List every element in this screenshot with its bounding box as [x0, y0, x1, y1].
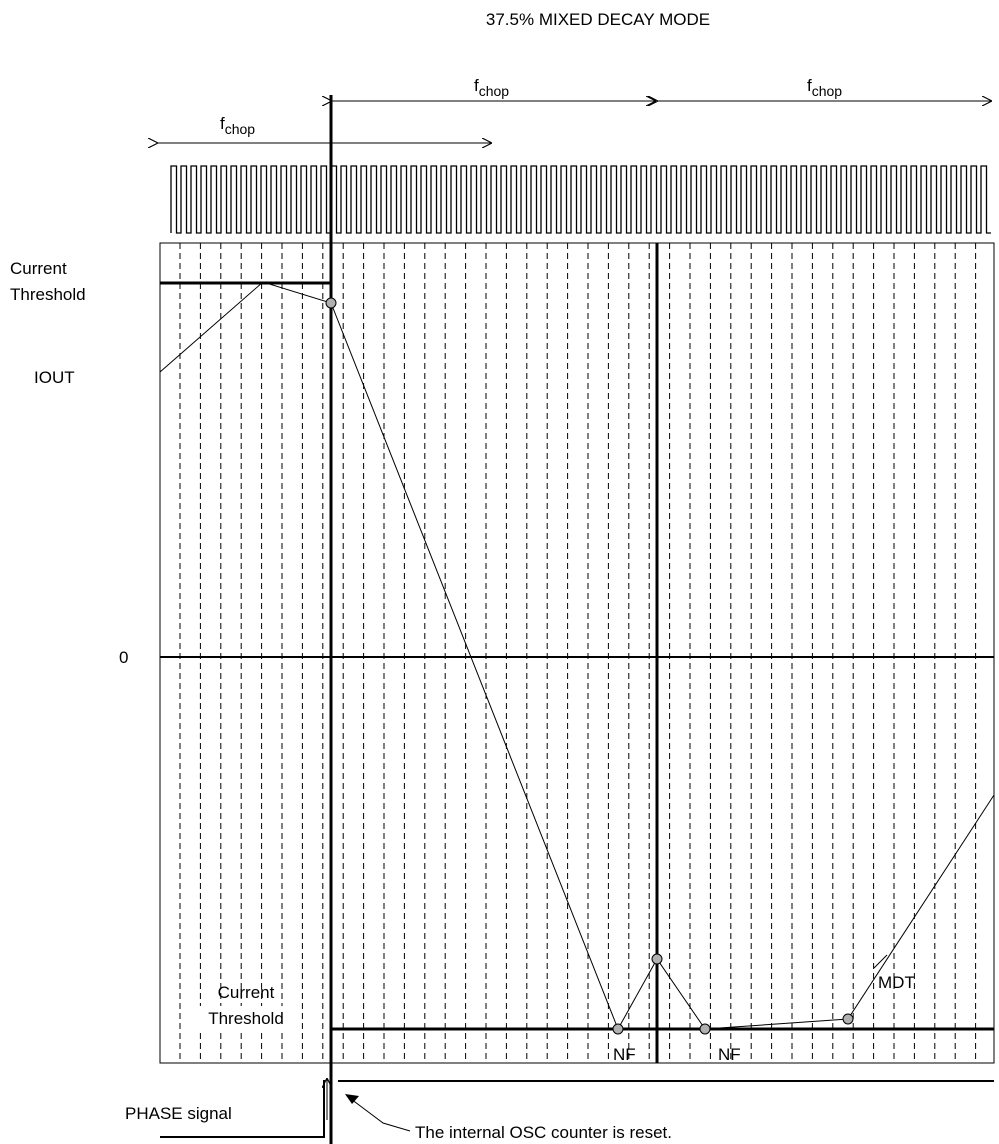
osc-reset-arrowhead	[345, 1094, 359, 1104]
diagram-title: 37.5% MIXED DECAY MODE	[486, 10, 710, 29]
label-backdrop	[193, 1006, 301, 1032]
phase-signal: PHASE signal	[125, 1078, 327, 1138]
osc-reset-leader	[346, 1095, 411, 1132]
current-threshold-bottom-line2: Threshold	[208, 1009, 284, 1028]
mdt-label: MDT	[878, 973, 915, 992]
marker-peak	[651, 953, 663, 965]
current-threshold-label-line1: Current	[10, 259, 67, 278]
marker-nf-1	[612, 1023, 624, 1035]
iout-waveform	[159, 281, 995, 1031]
marker-nf-2	[699, 1023, 711, 1035]
marker-phase-change	[325, 297, 337, 309]
fchop-label: fchop	[220, 114, 255, 137]
nf-label-2: NF	[718, 1045, 741, 1064]
fchop-annotation-3: fchop	[658, 76, 992, 101]
fchop-annotation-1: fchop	[158, 114, 492, 143]
current-threshold-bottom-line1: Current	[218, 983, 275, 1002]
osc-reset-note: The internal OSC counter is reset.	[415, 1123, 672, 1142]
dashed-grid-lines	[179, 243, 977, 1063]
osc-reset-annotation: The internal OSC counter is reset.	[345, 1094, 672, 1142]
marker-mdt	[842, 1013, 854, 1025]
current-threshold-label-line2: Threshold	[10, 285, 86, 304]
iout-label: IOUT	[34, 368, 75, 387]
phase-signal-label: PHASE signal	[125, 1104, 232, 1123]
plot-frame	[159, 242, 995, 1064]
zero-label: 0	[119, 648, 128, 667]
fchop-annotation-2: fchop	[332, 76, 656, 101]
osc-clock-waveform	[170, 165, 991, 234]
fchop-label: fchop	[807, 76, 842, 99]
fchop-label: fchop	[474, 76, 509, 99]
nf-label-1: NF	[613, 1045, 636, 1064]
waveform-markers	[325, 297, 854, 1035]
mdt-leader-line	[873, 954, 888, 969]
phase-signal-waveform	[160, 1080, 325, 1138]
